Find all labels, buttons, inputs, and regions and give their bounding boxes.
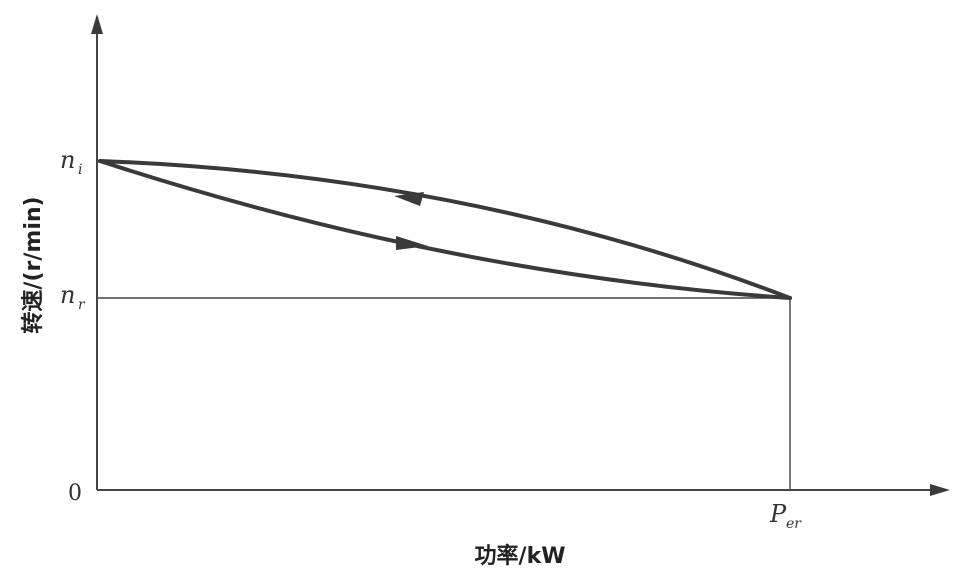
x-axis-arrow-icon — [930, 484, 950, 496]
origin-label: 0 — [68, 481, 82, 506]
upper-curve — [98, 159, 792, 300]
lower-curve-right-arrow-icon — [396, 236, 428, 250]
y-axis — [91, 14, 103, 490]
svg-text:r: r — [78, 297, 86, 313]
lower-curve — [98, 159, 792, 300]
svg-text:er: er — [786, 516, 802, 532]
x-axis-label: 功率/kW — [475, 543, 566, 569]
tick-label-per: P er — [769, 500, 802, 532]
svg-text:i: i — [78, 162, 82, 178]
y-axis-arrow-icon — [91, 14, 103, 34]
svg-text:n: n — [60, 146, 75, 174]
y-axis-label: 转速/(r/min) — [20, 196, 46, 333]
svg-text:P: P — [769, 500, 787, 528]
tick-label-nr: n r — [60, 281, 86, 313]
upper-curve-left-arrow-icon — [394, 192, 424, 206]
x-axis — [97, 484, 950, 496]
svg-text:n: n — [60, 281, 75, 309]
tick-label-ni: n i — [60, 146, 82, 178]
